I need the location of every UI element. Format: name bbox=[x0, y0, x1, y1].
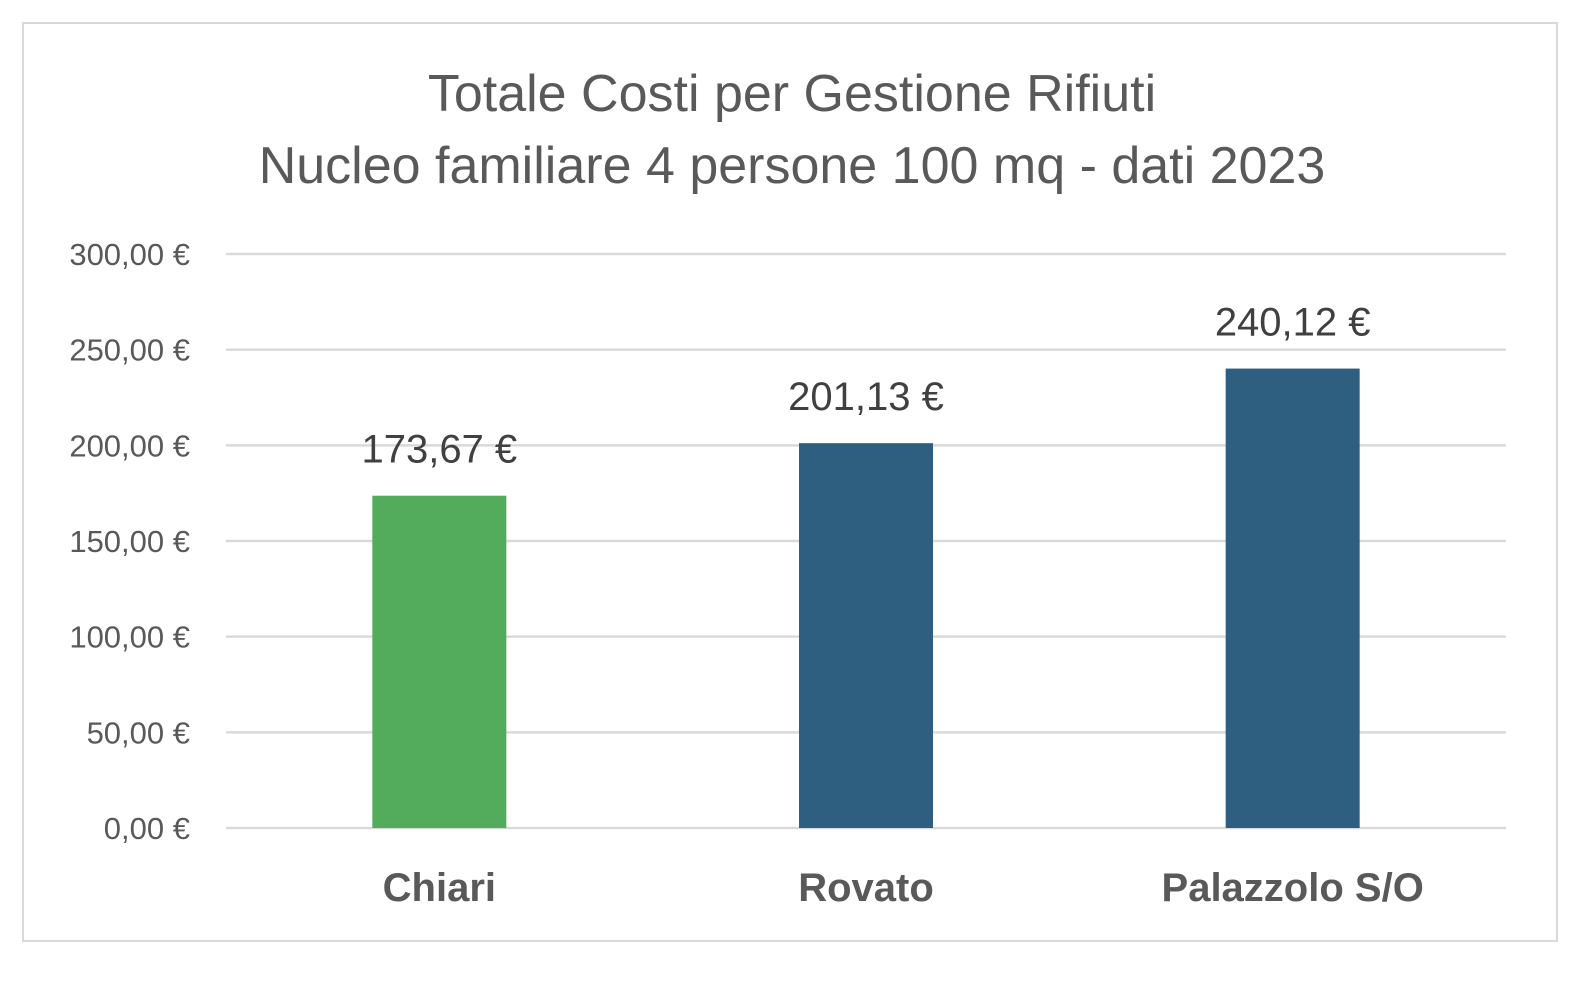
bar bbox=[1225, 368, 1360, 828]
bar bbox=[799, 443, 933, 828]
y-tick-label: 250,00 € bbox=[69, 333, 190, 368]
x-category-label: Palazzolo S/O bbox=[1162, 866, 1424, 910]
y-tick-label: 0,00 € bbox=[104, 811, 190, 846]
data-label: 240,12 € bbox=[1215, 301, 1371, 345]
bar bbox=[372, 495, 507, 828]
y-tick-label: 300,00 € bbox=[69, 237, 190, 272]
data-label: 173,67 € bbox=[361, 428, 517, 472]
y-tick-label: 50,00 € bbox=[87, 715, 190, 750]
y-tick-label: 200,00 € bbox=[69, 428, 190, 463]
chart-title-line-1: Totale Costi per Gestione Rifiuti bbox=[427, 65, 1157, 123]
y-tick-label: 150,00 € bbox=[69, 524, 190, 559]
x-category-label: Chiari bbox=[383, 866, 496, 910]
y-tick-label: 100,00 € bbox=[69, 620, 190, 655]
data-label: 201,13 € bbox=[788, 375, 944, 419]
chart-title-line-2: Nucleo familiare 4 persone 100 mq - dati… bbox=[258, 137, 1326, 195]
x-category-label: Rovato bbox=[798, 866, 934, 910]
